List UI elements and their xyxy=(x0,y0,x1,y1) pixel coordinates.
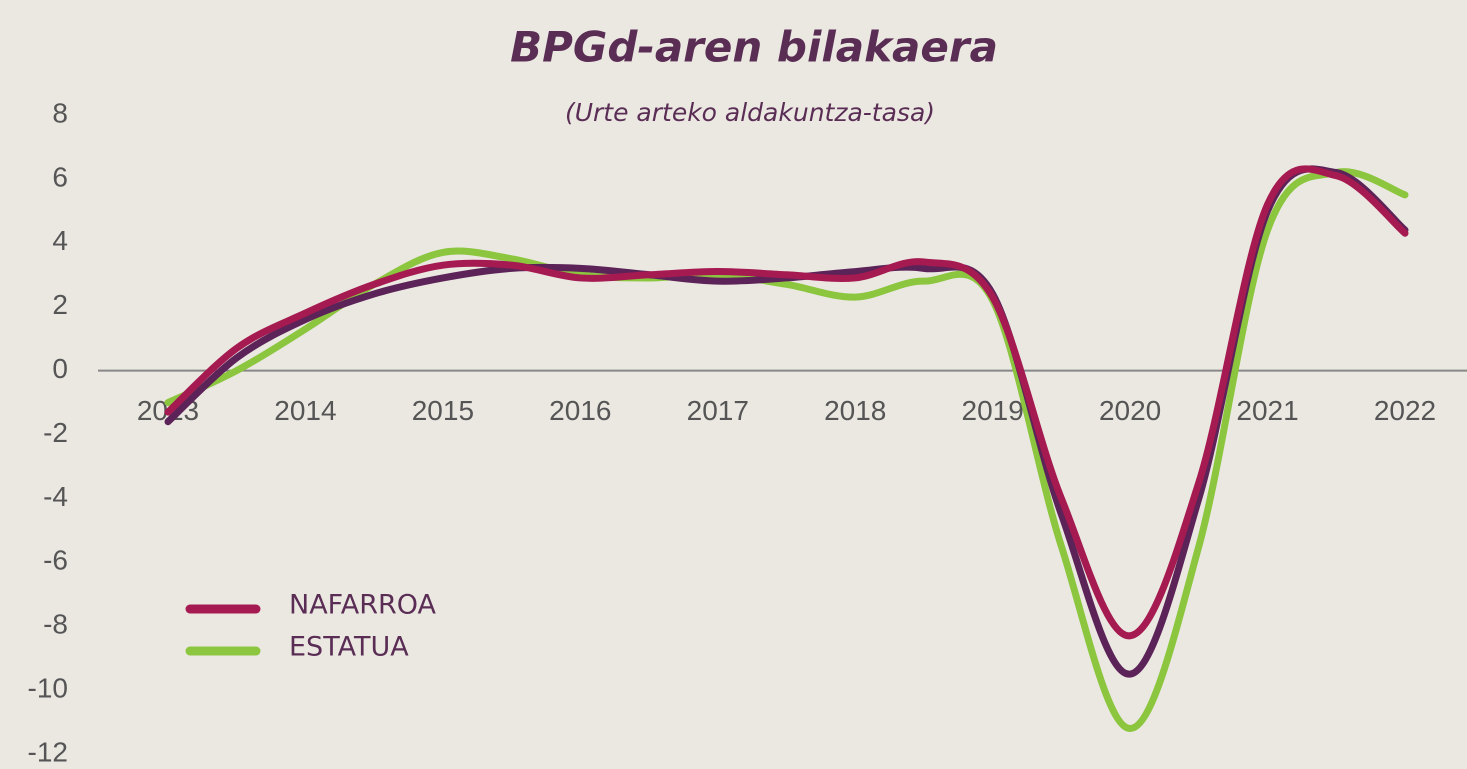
y-tick-label: 8 xyxy=(52,97,68,128)
x-tick-label: 2015 xyxy=(412,395,474,426)
series-line xyxy=(164,168,1409,732)
x-tick-label: 2021 xyxy=(1236,395,1298,426)
x-tick-label: 2016 xyxy=(549,395,611,426)
y-tick-label: 6 xyxy=(52,161,68,192)
y-tick-label: -6 xyxy=(43,545,68,576)
x-tick-label: 2018 xyxy=(824,395,886,426)
y-tick-label: -2 xyxy=(43,417,68,448)
x-tick-label: 2019 xyxy=(962,395,1024,426)
x-tick-label: 2014 xyxy=(274,395,336,426)
series-line xyxy=(164,165,1409,640)
y-tick-label: 0 xyxy=(52,353,68,384)
y-tick-label: -4 xyxy=(43,481,68,512)
legend-label: NAFARROA xyxy=(289,590,436,621)
y-tick-label: 2 xyxy=(52,289,68,320)
x-tick-label: 2022 xyxy=(1374,395,1436,426)
x-tick-label: 2017 xyxy=(687,395,749,426)
y-tick-label: 4 xyxy=(52,225,68,256)
y-tick-label: -10 xyxy=(28,672,68,703)
y-tick-label: -8 xyxy=(43,609,68,640)
chart-subtitle: (Urte arteko aldakuntza-tasa) xyxy=(565,98,935,127)
y-tick-label: -12 xyxy=(28,736,68,767)
x-tick-label: 2020 xyxy=(1099,395,1161,426)
legend-label: ESTATUA xyxy=(289,632,409,663)
chart-title: BPGd-aren bilakaera xyxy=(510,23,998,72)
